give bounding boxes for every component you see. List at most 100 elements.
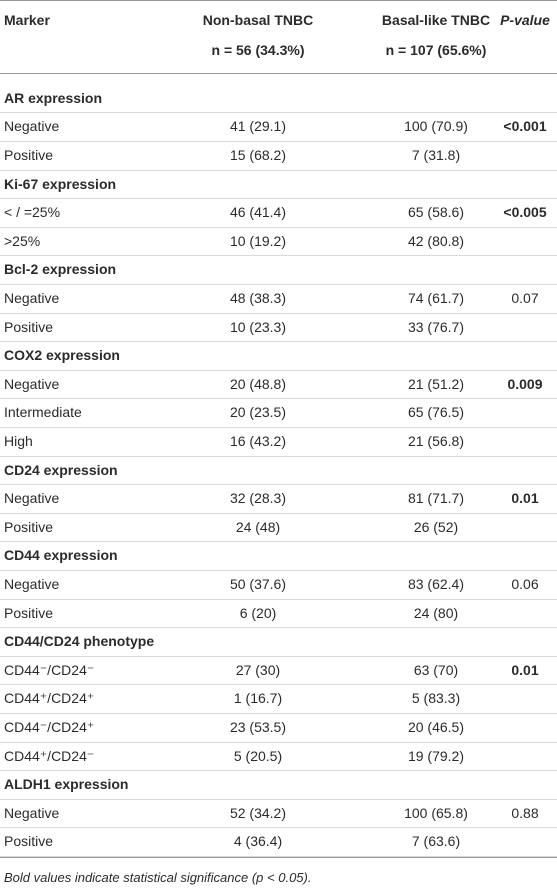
data-cell: 1 (16.7) [233,690,283,707]
row-rule [0,512,557,514]
header-subcell: n = 107 (65.6%) [385,42,487,58]
row-rule [0,484,557,486]
row-rule [0,541,557,543]
header-cell: Basal-like TNBC [381,12,491,28]
row-rule [0,455,557,457]
data-cell: 5 (83.3) [411,690,461,707]
section-title: Bcl-2 expression [4,261,117,278]
header-subcell: n = 56 (34.3%) [211,42,305,58]
section-title: ALDH1 expression [4,776,129,793]
row-label: CD44⁺/CD24⁺ [4,690,95,707]
row-label: Positive [4,318,54,335]
data-cell: 83 (62.4) [407,575,465,592]
data-cell: 46 (41.4) [229,204,287,221]
data-cell: 6 (20) [239,604,277,621]
data-cell: <0.001 [503,118,547,135]
data-cell: 81 (71.7) [407,490,465,507]
row-label: Negative [4,575,60,592]
row-rule [0,798,557,800]
data-cell: 0.01 [511,490,539,507]
data-cell: 100 (70.9) [404,118,468,135]
row-label: High [4,432,33,449]
data-cell: 23 (53.5) [229,718,287,735]
data-cell: 0.07 [511,289,539,306]
data-cell: 5 (20.5) [233,747,283,764]
row-label: Negative [4,375,60,392]
row-rule [0,283,557,285]
data-cell: 10 (19.2) [229,232,287,249]
row-rule [0,312,557,314]
row-label: Negative [4,289,60,306]
row-label: >25% [4,232,41,249]
top-rule [0,0,557,1]
section-title: CD44 expression [4,547,118,564]
row-rule [0,426,557,428]
data-cell: 0.88 [511,804,539,821]
row-rule [0,140,557,142]
data-cell: 20 (23.5) [229,404,287,421]
row-label: Negative [4,490,60,507]
data-cell: 65 (58.6) [407,204,465,221]
row-rule [0,827,557,829]
row-label: Negative [4,804,60,821]
data-cell: 20 (48.8) [229,375,287,392]
row-rule [0,198,557,200]
data-cell: 15 (68.2) [229,146,287,163]
section-title: CD24 expression [4,461,118,478]
row-label: CD44⁻/CD24⁺ [4,718,95,735]
row-rule [0,855,557,857]
header-cell: Marker [4,12,50,28]
row-label: CD44⁻/CD24⁻ [4,661,95,678]
row-rule [0,627,557,629]
row-rule [0,369,557,371]
row-label: < / =25% [4,204,61,221]
data-cell: <0.005 [503,204,547,221]
data-cell: 16 (43.2) [229,432,287,449]
section-title: COX2 expression [4,347,120,364]
row-label: Positive [4,146,54,163]
data-cell: 7 (31.8) [411,146,461,163]
header-rule [0,73,557,74]
section-title: Ki-67 expression [4,175,117,192]
row-rule [0,112,557,114]
data-cell: 0.01 [511,661,539,678]
row-rule [0,712,557,714]
data-cell: 4 (36.4) [233,833,283,850]
data-cell: 33 (76.7) [407,318,465,335]
header-cell: Non-basal TNBC [202,12,314,28]
data-cell: 21 (51.2) [407,375,465,392]
row-label: Positive [4,604,54,621]
data-cell: 20 (46.5) [407,718,465,735]
row-label: Negative [4,118,60,135]
row-rule [0,255,557,257]
row-rule [0,598,557,600]
row-rule [0,684,557,686]
data-cell: 0.06 [511,575,539,592]
data-cell: 52 (34.2) [229,804,287,821]
data-cell: 42 (80.8) [407,232,465,249]
row-label: Intermediate [4,404,82,421]
data-cell: 24 (80) [413,604,459,621]
data-cell: 27 (30) [235,661,281,678]
bottom-rule [0,857,557,858]
row-rule [0,741,557,743]
row-rule [0,770,557,772]
data-cell: 63 (70) [413,661,459,678]
section-title: AR expression [4,89,103,106]
data-cell: 100 (65.8) [404,804,468,821]
row-rule [0,226,557,228]
data-cell: 7 (63.6) [411,833,461,850]
section-title: CD44/CD24 phenotype [4,633,155,650]
data-cell: 19 (79.2) [407,747,465,764]
data-cell: 65 (76.5) [407,404,465,421]
row-rule [0,569,557,571]
data-cell: 0.009 [507,375,543,392]
data-cell: 10 (23.3) [229,318,287,335]
data-cell: 26 (52) [413,518,459,535]
footnote: Bold values indicate statistical signifi… [4,870,312,885]
row-rule [0,169,557,171]
row-label: Positive [4,518,54,535]
row-label: CD44⁺/CD24⁻ [4,747,95,764]
data-cell: 48 (38.3) [229,289,287,306]
